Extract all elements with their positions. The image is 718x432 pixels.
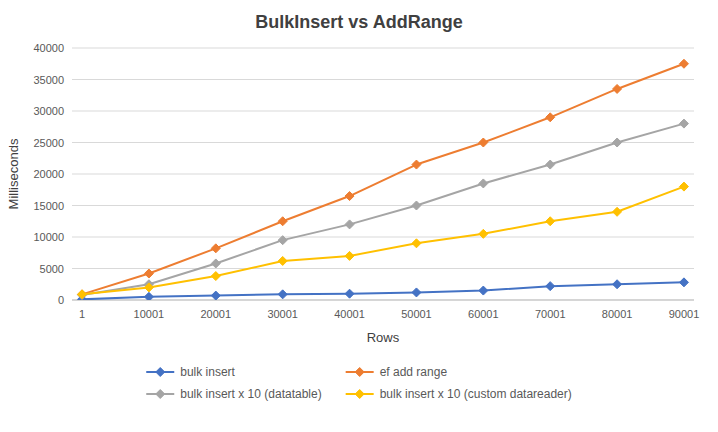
data-point (679, 59, 688, 68)
data-point (345, 289, 354, 298)
series-line (82, 64, 684, 295)
y-tick-label: 20000 (33, 168, 64, 180)
series (78, 119, 689, 299)
data-point (211, 244, 220, 253)
data-point (412, 201, 421, 210)
grid-line (72, 237, 694, 238)
data-point (278, 256, 287, 265)
data-point (412, 288, 421, 297)
series-line (82, 282, 684, 299)
series-line (82, 187, 684, 295)
data-point (355, 368, 364, 377)
x-tick-label: 1 (79, 308, 85, 320)
data-point (278, 290, 287, 299)
x-axis-line (72, 300, 694, 301)
series-line (82, 124, 684, 295)
data-point (78, 290, 87, 299)
legend-label: ef add range (380, 365, 448, 379)
data-point (546, 282, 555, 291)
data-point (613, 207, 622, 216)
data-point (479, 138, 488, 147)
x-tick-label: 50001 (401, 308, 432, 320)
data-point (355, 390, 364, 399)
data-point (156, 390, 165, 399)
chart-container: BulkInsert vs AddRange 0 5000 10000 15000 200… (0, 0, 718, 432)
grid-line (72, 111, 694, 112)
data-point (546, 113, 555, 122)
series (78, 59, 689, 299)
legend-label: bulk insert (180, 365, 235, 379)
data-point (412, 160, 421, 169)
data-point (211, 272, 220, 281)
data-point (679, 278, 688, 287)
data-point (144, 292, 153, 300)
x-tick-label: 20001 (200, 308, 231, 320)
y-tick-label: 40000 (33, 42, 64, 54)
y-tick-label: 10000 (33, 231, 64, 243)
legend: bulk insert ef add range bulk insert x 10 … (146, 365, 572, 401)
y-axis-label: Milliseconds (6, 138, 21, 209)
y-axis: 0 5000 10000 15000 20000 25000 30000 35000 40000 (33, 42, 694, 306)
x-axis: 1 10001 20001 30001 40001 50001 60001 70001 8000… (72, 300, 699, 320)
data-point (211, 291, 220, 300)
data-point (144, 269, 153, 278)
data-point (211, 259, 220, 268)
data-point (412, 239, 421, 248)
data-point (479, 286, 488, 295)
title: BulkInsert vs AddRange (255, 12, 462, 32)
x-tick-label: 40001 (334, 308, 365, 320)
data-point (278, 217, 287, 226)
grid-line (72, 300, 694, 301)
y-tick-label: 30000 (33, 105, 64, 117)
legend-label: bulk insert x 10 (datatable) (180, 387, 321, 401)
legend-item: ef add range (346, 365, 448, 379)
y-tick-label: 15000 (33, 200, 64, 212)
data-point (613, 280, 622, 289)
y-tick-label: 0 (58, 294, 64, 306)
x-tick-label: 90001 (669, 308, 700, 320)
y-tick-label: 35000 (33, 74, 64, 86)
series (78, 182, 689, 299)
x-tick-label: 10001 (134, 308, 165, 320)
data-point (345, 192, 354, 201)
data-point (144, 283, 153, 292)
x-tick-label: 60001 (468, 308, 499, 320)
grid-line (72, 205, 694, 206)
series (78, 278, 689, 300)
legend-item: bulk insert x 10 (datatable) (146, 387, 321, 401)
legend-label: bulk insert x 10 (custom datareader) (380, 387, 572, 401)
data-point (78, 290, 87, 299)
data-point (479, 179, 488, 188)
data-point (278, 236, 287, 245)
grid-line (72, 48, 694, 49)
data-point (345, 251, 354, 260)
data-point (479, 229, 488, 238)
plot-area (78, 59, 689, 300)
chart-svg: BulkInsert vs AddRange 0 5000 10000 15000 200… (0, 0, 718, 432)
data-point (546, 217, 555, 226)
legend-item: bulk insert x 10 (custom datareader) (346, 387, 572, 401)
data-point (156, 368, 165, 377)
data-point (679, 182, 688, 191)
data-point (613, 84, 622, 93)
x-tick-label: 30001 (267, 308, 298, 320)
data-point (78, 290, 87, 299)
x-tick-label: 70001 (535, 308, 566, 320)
data-point (345, 220, 354, 229)
data-point (613, 138, 622, 147)
x-tick-label: 80001 (602, 308, 633, 320)
data-point (546, 160, 555, 169)
y-tick-label: 25000 (33, 137, 64, 149)
x-axis-label: Rows (367, 330, 400, 345)
data-point (679, 119, 688, 128)
legend-item: bulk insert (146, 365, 235, 379)
y-tick-label: 5000 (40, 263, 64, 275)
grid-line (72, 142, 694, 143)
grid-line (72, 174, 694, 175)
grid-line (72, 79, 694, 80)
